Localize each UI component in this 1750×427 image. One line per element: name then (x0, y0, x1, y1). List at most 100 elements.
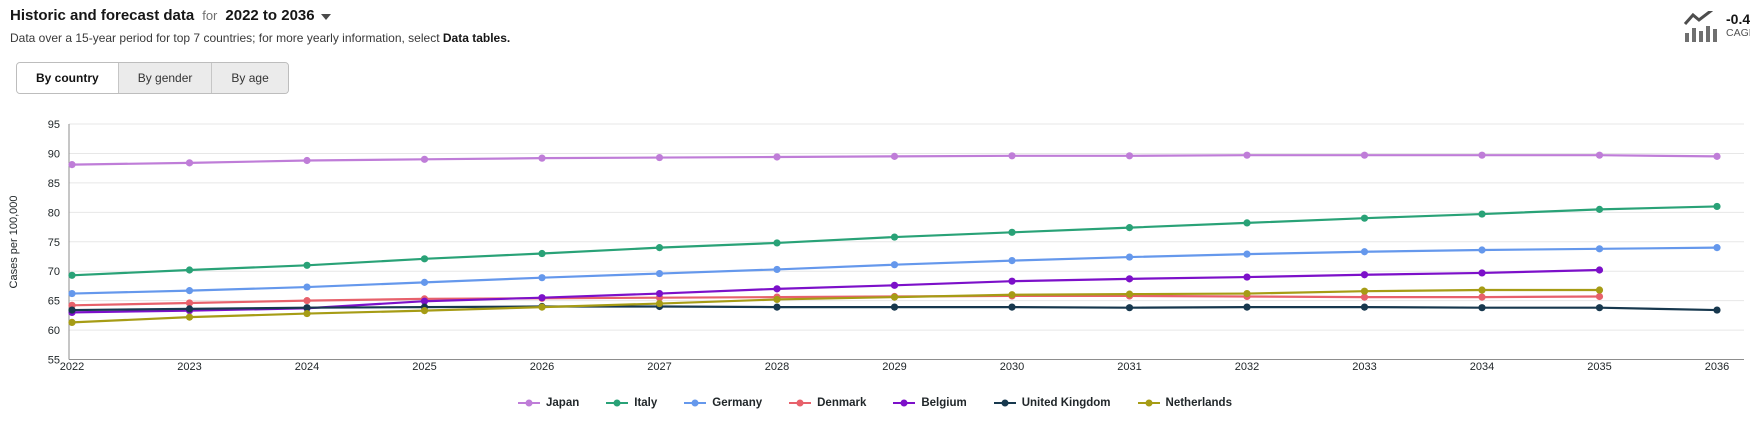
data-point[interactable] (773, 265, 781, 274)
data-point[interactable] (655, 269, 664, 278)
data-point[interactable] (1713, 306, 1721, 314)
series-united-kingdom (68, 302, 1721, 314)
data-point[interactable] (420, 307, 429, 315)
data-point[interactable] (1360, 151, 1369, 159)
data-point[interactable] (68, 289, 76, 298)
data-point[interactable] (303, 297, 311, 305)
data-point[interactable] (773, 303, 781, 311)
data-point[interactable] (303, 156, 311, 165)
data-point[interactable] (1008, 291, 1016, 299)
data-point[interactable] (1360, 287, 1369, 295)
data-point[interactable] (420, 155, 429, 163)
data-point[interactable] (1478, 286, 1486, 294)
data-point[interactable] (538, 154, 546, 162)
data-point[interactable] (185, 266, 194, 274)
data-point[interactable] (890, 233, 899, 241)
data-point[interactable] (1008, 228, 1016, 236)
tab-by-age[interactable]: By age (212, 63, 288, 93)
data-point[interactable] (185, 159, 194, 167)
data-point[interactable] (185, 305, 194, 313)
data-point[interactable] (538, 274, 546, 282)
data-point[interactable] (1360, 303, 1369, 311)
data-point[interactable] (890, 261, 899, 269)
data-point[interactable] (1713, 202, 1721, 211)
data-point[interactable] (303, 261, 311, 269)
data-point[interactable] (1125, 275, 1134, 283)
data-point[interactable] (68, 271, 76, 279)
data-point[interactable] (655, 289, 664, 298)
data-point[interactable] (890, 303, 899, 311)
data-point[interactable] (773, 239, 781, 247)
data-point[interactable] (1478, 151, 1486, 159)
legend-item-italy[interactable]: Italy (606, 397, 657, 409)
data-point[interactable] (890, 281, 899, 289)
data-point[interactable] (303, 309, 311, 318)
data-point[interactable] (1243, 250, 1251, 258)
data-point[interactable] (1008, 256, 1016, 265)
data-point[interactable] (1478, 246, 1486, 254)
data-point[interactable] (185, 313, 194, 321)
data-point[interactable] (890, 293, 899, 301)
data-point[interactable] (1125, 224, 1134, 232)
data-point[interactable] (1478, 269, 1486, 277)
tab-by-gender[interactable]: By gender (118, 63, 213, 93)
data-point[interactable] (1595, 286, 1604, 294)
data-point[interactable] (1360, 214, 1369, 222)
data-point[interactable] (420, 278, 429, 286)
data-point[interactable] (1713, 244, 1721, 252)
data-point[interactable] (1125, 290, 1134, 298)
legend-item-japan[interactable]: Japan (518, 397, 579, 409)
year-range-dropdown[interactable]: 2022 to 2036 (225, 7, 331, 24)
legend-item-belgium[interactable]: Belgium (893, 397, 967, 409)
data-point[interactable] (1595, 304, 1604, 312)
data-point[interactable] (538, 249, 546, 258)
data-point[interactable] (655, 153, 664, 162)
legend-item-netherlands[interactable]: Netherlands (1137, 397, 1232, 409)
data-point[interactable] (68, 161, 76, 169)
data-point[interactable] (1008, 152, 1016, 160)
data-point[interactable] (68, 318, 76, 327)
data-point[interactable] (303, 304, 311, 312)
data-point[interactable] (1478, 293, 1486, 301)
data-point[interactable] (1125, 152, 1134, 160)
data-point[interactable] (1478, 210, 1486, 218)
data-point[interactable] (773, 295, 781, 304)
data-point[interactable] (773, 153, 781, 161)
data-point[interactable] (1360, 271, 1369, 279)
data-point[interactable] (773, 285, 781, 293)
data-point[interactable] (420, 297, 429, 305)
data-point[interactable] (1243, 289, 1251, 298)
data-point[interactable] (538, 303, 546, 311)
data-point[interactable] (1595, 205, 1604, 213)
data-point[interactable] (1713, 152, 1721, 160)
data-point[interactable] (1008, 277, 1016, 285)
data-point[interactable] (1478, 304, 1486, 312)
legend-item-germany[interactable]: Germany (684, 397, 762, 409)
data-point[interactable] (1595, 292, 1604, 301)
data-point[interactable] (538, 294, 546, 302)
data-point[interactable] (68, 306, 76, 314)
data-point[interactable] (890, 152, 899, 160)
data-point[interactable] (655, 299, 664, 308)
data-point[interactable] (1243, 151, 1251, 159)
data-point[interactable] (1243, 219, 1251, 227)
tab-by-country[interactable]: By country (17, 63, 119, 93)
legend-item-denmark[interactable]: Denmark (789, 397, 866, 409)
data-point[interactable] (1125, 253, 1134, 261)
cases-line-chart: 55 60 65 70 75 80 85 90 95 2022 2023 2024 2025 2026 20… (8, 119, 1744, 373)
legend-item-united-kingdom[interactable]: United Kingdom (993, 397, 1111, 409)
data-point[interactable] (655, 244, 664, 252)
data-point[interactable] (1243, 273, 1251, 281)
data-point[interactable] (1595, 266, 1604, 274)
data-point[interactable] (1008, 303, 1016, 311)
data-point[interactable] (1360, 248, 1369, 256)
data-point[interactable] (420, 255, 429, 263)
data-point[interactable] (185, 287, 194, 295)
data-point[interactable] (185, 299, 194, 307)
data-point[interactable] (1595, 245, 1604, 253)
data-point[interactable] (303, 283, 311, 291)
data-point[interactable] (1595, 151, 1604, 159)
data-point[interactable] (1125, 304, 1134, 312)
data-point[interactable] (1360, 293, 1369, 301)
data-point[interactable] (1243, 303, 1251, 311)
